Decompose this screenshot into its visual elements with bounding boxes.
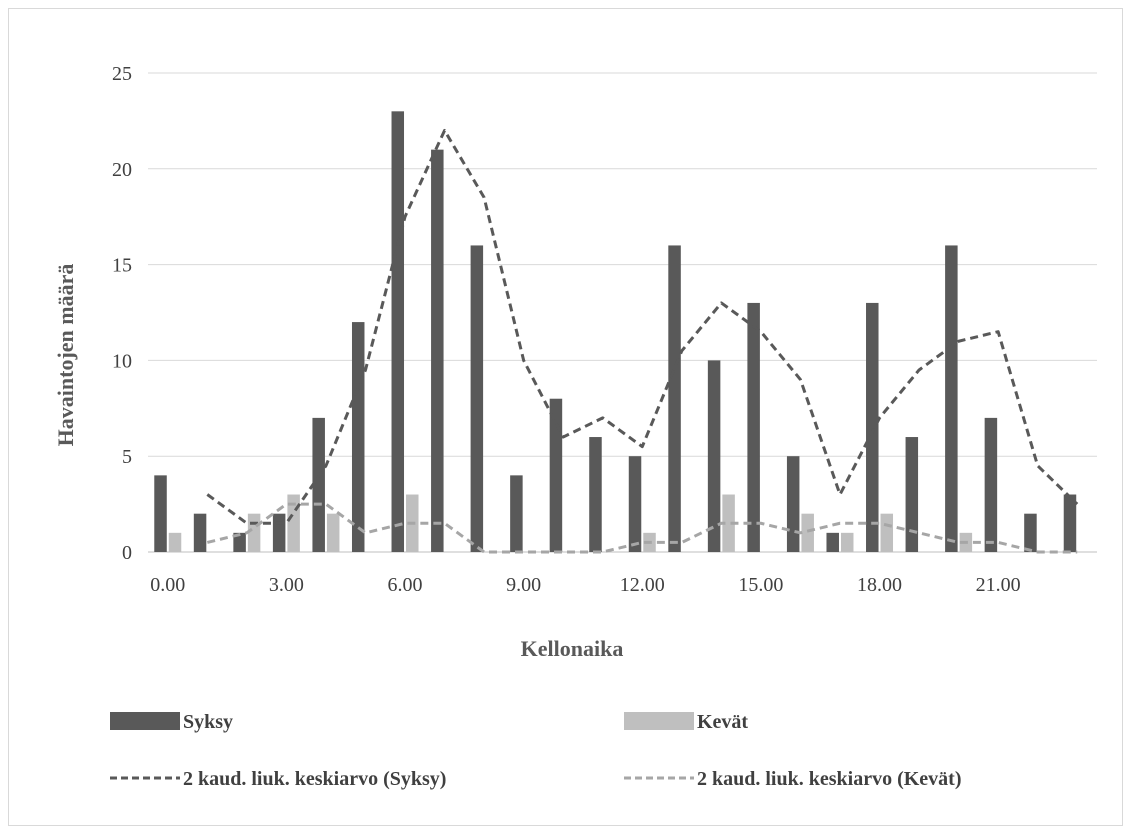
bar-kev-t-4 (326, 513, 340, 552)
moving-average-line-kevat (206, 502, 1078, 554)
bar-kev-t-16 (801, 513, 814, 552)
legend: Syksy Kevät 2 kaud. liuk. keskiarvo (Syk… (110, 711, 961, 790)
x-tick-label: 21.00 (976, 574, 1021, 596)
bar-kev-t-18 (880, 513, 894, 552)
y-tick-label: 10 (112, 350, 132, 372)
bar-syksy-14 (707, 360, 721, 552)
y-axis-title: Havaintojen määrä (53, 264, 78, 447)
bar-syksy-5 (351, 322, 365, 552)
legend-label-kevat: Kevät (697, 711, 748, 733)
legend-swatch-kevat (624, 712, 694, 730)
bar-syksy-7 (431, 149, 444, 552)
bar-kev-t-0 (168, 532, 182, 552)
bar-kev-t-2 (247, 513, 261, 552)
chart-frame (8, 8, 1123, 826)
bar-syksy-16 (786, 456, 800, 552)
y-tick-label: 15 (112, 255, 132, 277)
bar-syksy-3 (272, 513, 286, 552)
bar-syksy-4 (312, 417, 325, 552)
y-tick-labels: 0 5 10 15 20 25 (112, 63, 132, 564)
gridlines (148, 72, 1097, 553)
bar-syksy-2 (233, 532, 246, 552)
bar-syksy-0 (154, 475, 167, 552)
bar-syksy-21 (984, 417, 998, 552)
bar-kev-t-17 (840, 532, 854, 552)
bar-syksy-10 (549, 398, 563, 552)
bar-syksy-19 (905, 437, 919, 552)
moving-average-lines (206, 128, 1079, 554)
bar-syksy-9 (510, 475, 523, 552)
bar-syksy-15 (747, 302, 760, 552)
bar-syksy-22 (1024, 513, 1037, 552)
x-tick-labels: 0.00 3.00 6.00 9.00 12.00 15.00 18.00 21.00 (150, 574, 1020, 596)
bar-syksy-12 (628, 456, 642, 552)
bar-kev-t-14 (722, 494, 735, 552)
bar-syksy-20 (945, 245, 958, 552)
x-tick-label: 9.00 (506, 574, 541, 596)
bar-syksy-18 (866, 302, 879, 552)
legend-label-avg-syksy: 2 kaud. liuk. keskiarvo (Syksy) (183, 768, 446, 790)
x-tick-label: 6.00 (388, 574, 423, 596)
bars (154, 111, 1077, 552)
y-tick-label: 25 (112, 63, 132, 85)
x-tick-label: 15.00 (738, 574, 783, 596)
legend-swatch-syksy (110, 712, 180, 730)
bar-syksy-11 (589, 437, 602, 552)
x-tick-label: 3.00 (269, 574, 304, 596)
x-tick-label: 12.00 (620, 574, 665, 596)
x-tick-label: 0.00 (150, 574, 185, 596)
y-tick-label: 20 (112, 159, 132, 181)
legend-label-avg-kevat: 2 kaud. liuk. keskiarvo (Kevät) (697, 768, 961, 790)
bar-syksy-8 (470, 245, 484, 552)
bar-syksy-23 (1063, 494, 1077, 552)
bar-syksy-13 (668, 245, 681, 552)
y-tick-label: 0 (122, 542, 132, 564)
moving-average-line-syksy (206, 128, 1079, 525)
bar-syksy-17 (826, 532, 839, 552)
bar-syksy-1 (193, 513, 207, 552)
x-tick-label: 18.00 (857, 574, 902, 596)
y-tick-label: 5 (122, 446, 132, 468)
x-axis-title: Kellonaika (521, 636, 624, 661)
bar-syksy-6 (391, 111, 405, 552)
legend-label-syksy: Syksy (183, 711, 233, 733)
